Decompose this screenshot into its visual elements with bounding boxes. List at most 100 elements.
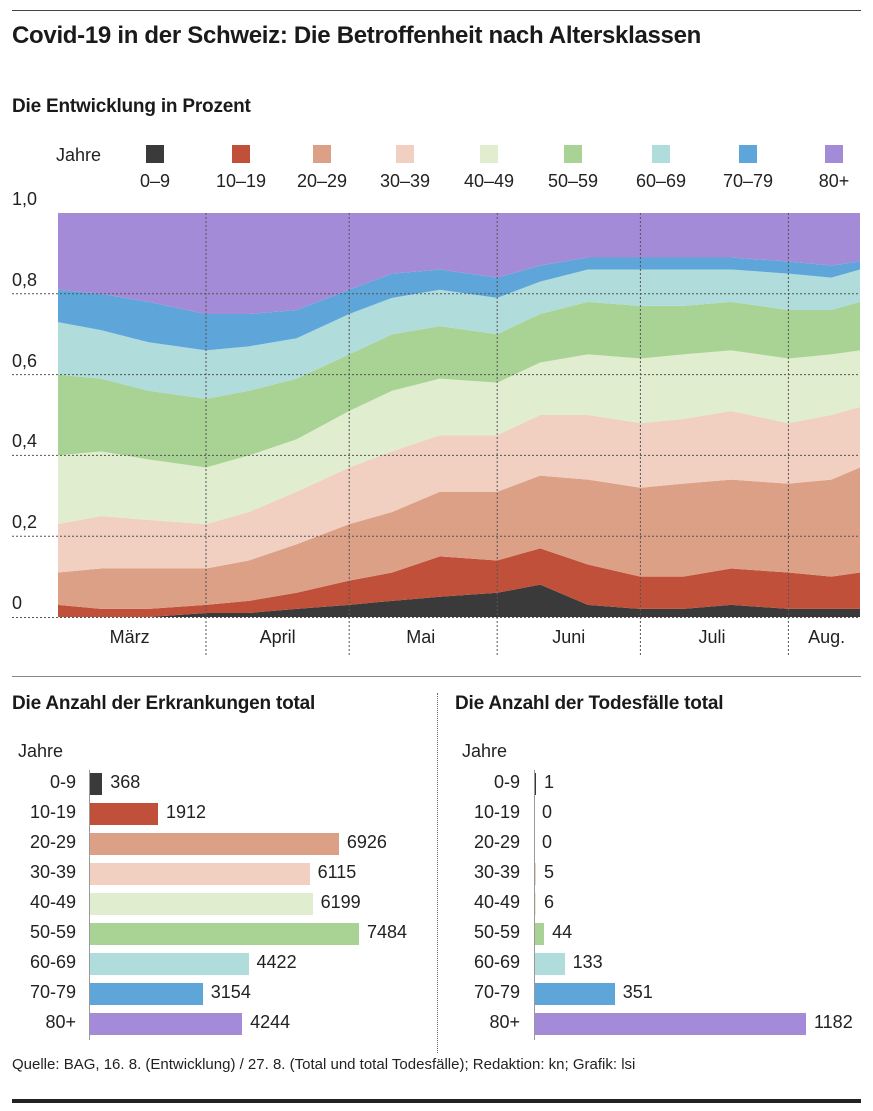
x-tick-label: April: [259, 627, 296, 647]
legend-item-80+: 80+: [799, 145, 869, 192]
legend-label: 40–49: [463, 171, 515, 191]
x-tick-label: März: [109, 627, 150, 647]
bar-30-39: [534, 863, 536, 885]
top-rule: [12, 10, 861, 11]
bar-value-label: 6: [544, 892, 555, 912]
bar-value-label: 6926: [346, 832, 387, 852]
bar-category-label: 20-29: [29, 832, 76, 852]
bar-40-49: [534, 893, 536, 915]
bar-value-label: 1: [544, 772, 555, 792]
bar-value-label: 1912: [165, 802, 207, 822]
bar-category-label: 70-79: [473, 982, 520, 1002]
bar-20-29: [89, 833, 339, 855]
bar-category-label: 50-59: [473, 922, 520, 942]
bar-category-label: 10-19: [473, 802, 520, 822]
bar-0-9: [534, 773, 536, 795]
legend-swatch: [396, 145, 414, 163]
bar-axis: [89, 770, 90, 1040]
bar-value-label: 351: [622, 982, 653, 1002]
legend-label: 60–69: [635, 171, 687, 191]
bar-40-49: [89, 893, 313, 915]
bar-value-label: 4244: [250, 1012, 291, 1032]
bottom-rule: [12, 1099, 861, 1103]
bar-category-label: 0-9: [49, 772, 76, 792]
source-note: Quelle: BAG, 16. 8. (Entwicklung) / 27. …: [12, 1056, 636, 1073]
bar-category-label: 0-9: [493, 772, 520, 792]
legend-label: 0–9: [139, 171, 171, 191]
bar-10-19: [89, 803, 158, 825]
y-tick-label: 0,4: [12, 431, 38, 452]
area-series-50-59: [58, 301, 860, 468]
x-tick-label: Juli: [698, 627, 726, 647]
legend-label: 80+: [818, 171, 850, 191]
area-series-40-49: [58, 350, 860, 525]
legend-swatch: [480, 145, 498, 163]
legend-title: Jahre: [56, 145, 102, 165]
legend-swatch: [739, 145, 757, 163]
bar-category-label: 80+: [489, 1012, 520, 1032]
vertical-divider: [437, 693, 438, 1053]
bar-value-label: 1182: [814, 1012, 853, 1032]
area-series-70-79: [58, 257, 860, 351]
x-tick-label: Juni: [552, 627, 586, 647]
bar-value-label: 44: [552, 922, 573, 942]
bar-70-79: [89, 983, 203, 1005]
bar-category-label: 10-19: [29, 802, 76, 822]
legend-swatch: [825, 145, 843, 163]
legend-label: 20–29: [296, 171, 348, 191]
area-chart-title: Die Entwicklung in Prozent: [12, 96, 251, 117]
cases-axis-title: Jahre: [18, 741, 64, 761]
bar-category-label: 70-79: [29, 982, 76, 1002]
area-chart: [12, 213, 860, 655]
legend-item-10-19: 10–19: [206, 145, 276, 192]
bar-60-69: [534, 953, 565, 975]
bar-category-label: 80+: [45, 1012, 76, 1032]
bar-80+: [89, 1013, 243, 1035]
bar-category-label: 60-69: [473, 952, 520, 972]
legend-item-50-59: 50–59: [538, 145, 608, 192]
legend-item-30-39: 30–39: [370, 145, 440, 192]
bar-value-label: 4422: [256, 952, 297, 972]
bar-50-59: [89, 923, 359, 945]
legend-swatch: [564, 145, 582, 163]
bar-60-69: [89, 953, 249, 975]
bar-value-label: 0: [542, 802, 553, 822]
legend-label: 50–59: [547, 171, 599, 191]
section-divider: [12, 676, 861, 677]
area-series-10-19: [58, 548, 860, 617]
bar-30-39: [89, 863, 310, 885]
bar-axis: [534, 770, 535, 1040]
bar-50-59: [534, 923, 545, 945]
legend-item-70-79: 70–79: [713, 145, 783, 192]
bar-value-label: 6115: [317, 862, 357, 882]
y-tick-label: 0: [12, 593, 23, 613]
legend-label: 30–39: [379, 171, 431, 191]
bar-value-label: 133: [572, 952, 603, 972]
legend-label: 10–19: [215, 171, 267, 191]
legend-swatch: [313, 145, 331, 163]
bar-category-label: 30-39: [29, 862, 76, 882]
y-tick-label: 0,6: [12, 350, 38, 371]
area-series-30-39: [58, 406, 860, 573]
deaths-axis-title: Jahre: [462, 741, 508, 761]
legend-swatch: [652, 145, 670, 163]
legend-item-0-9: 0–9: [120, 145, 190, 192]
bar-category-label: 50-59: [29, 922, 76, 942]
bar-category-label: 40-49: [473, 892, 520, 912]
area-series-20-29: [58, 467, 860, 609]
bar-value-label: 7484: [367, 922, 408, 942]
bar-value-label: 368: [110, 772, 141, 792]
deaths-chart-title: Die Anzahl der Todesfälle total: [455, 693, 724, 714]
bar-70-79: [534, 983, 615, 1005]
page-title: Covid-19 in der Schweiz: Die Betroffenhe…: [12, 22, 701, 49]
bar-category-label: 30-39: [473, 862, 520, 882]
bar-0-9: [89, 773, 103, 795]
bar-value-label: 6199: [320, 892, 361, 912]
legend-item-40-49: 40–49: [454, 145, 524, 192]
bar-category-label: 20-29: [473, 832, 520, 852]
bar-value-label: 0: [542, 832, 553, 852]
y-tick-label: 0,8: [12, 269, 38, 290]
bar-category-label: 40-49: [29, 892, 76, 912]
y-tick-label: 1,0: [12, 189, 38, 209]
bar-value-label: 3154: [210, 982, 251, 1002]
